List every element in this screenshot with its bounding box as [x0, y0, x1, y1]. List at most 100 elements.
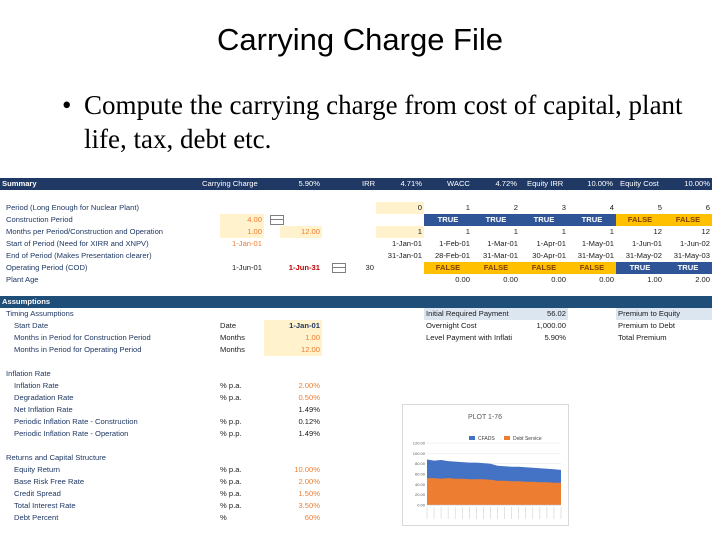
total-interest-unit: % p.a. [220, 501, 242, 510]
period-row: Period (Long Enough for Nuclear Plant) 0… [0, 202, 712, 214]
base-risk-value[interactable]: 2.00% [298, 477, 320, 486]
operating-flag-1: FALSE [424, 262, 472, 274]
irr-label: IRR [362, 179, 376, 188]
debt-percent-value[interactable]: 60% [304, 513, 320, 522]
months-operating-label: Months in Period for Operating Period [14, 345, 142, 354]
irr-value: 4.71% [400, 179, 422, 188]
construction-flag-4: TRUE [568, 214, 616, 226]
months-operating-value[interactable]: 12.00 [264, 344, 322, 356]
spreadsheet-screenshot: Summary Carrying Charge 5.90% IRR 4.71% … [0, 176, 712, 531]
debt-percent-label: Debt Percent [14, 513, 59, 522]
premium-debt-label: Premium to Debt [618, 321, 675, 330]
construction-spinner[interactable] [270, 215, 284, 225]
inflation-rate-value[interactable]: 2.00% [298, 381, 320, 390]
periodic-construction-row: Periodic Inflation Rate - Construction %… [0, 416, 712, 428]
start-row: Start of Period (Need for XIRR and XNPV)… [0, 238, 712, 250]
legend-swatch-cfads [469, 436, 475, 440]
plant-age-row: Plant Age 0.00 0.00 0.00 0.00 1.00 2.00 [0, 274, 712, 286]
credit-spread-value[interactable]: 1.50% [298, 489, 320, 498]
chart-plot-area: 120.00 100.00 80.00 60.00 40.00 20.00 0.00 [413, 441, 562, 519]
debt-percent-row: Debt Percent % 60% [0, 512, 712, 524]
operating-row: Operating Period (COD) 1-Jun-01 1-Jun-31… [0, 262, 712, 274]
end-date-5: 31-May-02 [625, 251, 662, 260]
months-operation[interactable]: 12.00 [280, 226, 322, 238]
returns-header: Returns and Capital Structure [6, 453, 107, 462]
credit-spread-label: Credit Spread [14, 489, 61, 498]
chart-area-debt-service [427, 478, 561, 505]
summary-row: Summary Carrying Charge 5.90% IRR 4.71% … [0, 178, 712, 190]
degradation-value[interactable]: 0.50% [298, 393, 320, 402]
months-4: 1 [609, 227, 614, 236]
premium-equity-label: Premium to Equity [616, 308, 712, 320]
plant-age-3: 0.00 [551, 275, 566, 284]
inflation-rate-label: Inflation Rate [14, 381, 59, 390]
operating-years: 30 [365, 263, 374, 272]
operating-flag-2: FALSE [472, 262, 520, 274]
base-risk-label: Base Risk Free Rate [14, 477, 85, 486]
chart-svg: PLOT 1-76 CFADS Debt Service 120.00 100.0… [413, 414, 562, 519]
end-date-0: 31-Jan-01 [387, 251, 422, 260]
total-premium-label: Total Premium [618, 333, 667, 342]
inflation-rate-unit: % p.a. [220, 381, 242, 390]
months-row: Months per Period/Construction and Opera… [0, 226, 712, 238]
operating-flag-5: TRUE [616, 262, 664, 274]
start-date-0: 1-Jan-01 [392, 239, 422, 248]
operating-spinner[interactable] [332, 263, 346, 273]
period-5: 5 [657, 203, 662, 212]
chart-y-tick: 100.00 [413, 451, 426, 456]
chart-y-tick: 20.00 [415, 492, 426, 497]
chart-legend: CFADS Debt Service [469, 436, 542, 442]
period-4: 4 [609, 203, 614, 212]
chart-y-tick: 120.00 [413, 441, 426, 446]
degradation-row: Degradation Rate % p.a. 0.50% [0, 392, 712, 404]
plant-age-5: 1.00 [647, 275, 662, 284]
total-interest-row: Total Interest Rate % p.a. 3.50% [0, 500, 712, 512]
legend-label-cfads: CFADS [478, 436, 495, 442]
equity-return-label: Equity Return [14, 465, 61, 474]
start-date-6: 1-Jun-02 [680, 239, 710, 248]
end-label: End of Period (Makes Presentation cleare… [6, 251, 152, 260]
assumptions-header-label: Assumptions [2, 297, 51, 306]
net-inflation-value: 1.49% [298, 405, 320, 414]
period-2: 2 [513, 203, 518, 212]
initial-payment-value: 56.02 [520, 308, 568, 320]
operating-label: Operating Period (COD) [6, 263, 88, 272]
end-row: End of Period (Makes Presentation cleare… [0, 250, 712, 262]
cfads-chart[interactable]: PLOT 1-76 CFADS Debt Service 120.00 100.0… [402, 404, 569, 526]
bullet-dot: • [62, 90, 72, 120]
level-payment-value: 5.90% [544, 333, 566, 342]
plant-age-4: 0.00 [599, 275, 614, 284]
timing-row: Timing Assumptions Initial Required Paym… [0, 308, 712, 320]
chart-y-tick: 40.00 [415, 482, 426, 487]
months-6: 12 [701, 227, 710, 236]
start-date-row: Start Date Date 1-Jan-01 Overnight Cost … [0, 320, 712, 332]
plant-age-label: Plant Age [6, 275, 39, 284]
inflation-header-row: Inflation Rate [0, 368, 712, 380]
months-operating-unit: Months [220, 345, 245, 354]
construction-flag-3: TRUE [520, 214, 568, 226]
assumptions-header: Assumptions [0, 296, 712, 308]
carrying-charge-value: 5.90% [298, 179, 320, 188]
legend-label-debt-service: Debt Service [513, 436, 542, 442]
months-3: 1 [561, 227, 566, 236]
months-0: 1 [376, 226, 424, 238]
end-date-6: 31-May-03 [673, 251, 710, 260]
periodic-operation-label: Periodic Inflation Rate - Operation [14, 429, 129, 438]
plant-age-6: 2.00 [695, 275, 710, 284]
total-interest-value: 3.50% [298, 501, 320, 510]
chart-title: PLOT 1-76 [468, 414, 502, 421]
credit-spread-row: Credit Spread % p.a. 1.50% [0, 488, 712, 500]
construction-flag-5: FALSE [616, 214, 664, 226]
equity-return-unit: % p.a. [220, 465, 242, 474]
start-date-5: 1-Jun-01 [632, 239, 662, 248]
operating-start: 1-Jun-01 [232, 263, 262, 272]
legend-swatch-debt-service [504, 436, 510, 440]
operating-end: 1-Jun-31 [288, 263, 320, 272]
equity-return-value[interactable]: 10.00% [294, 465, 320, 474]
start-date-2: 1-Mar-01 [487, 239, 518, 248]
months-construction-value[interactable]: 1.00 [264, 332, 322, 344]
months-label: Months per Period/Construction and Opera… [6, 227, 164, 236]
months-construction[interactable]: 1.00 [220, 226, 264, 238]
construction-value[interactable]: 4.00 [220, 214, 264, 226]
start-date-value[interactable]: 1-Jan-01 [264, 320, 322, 332]
